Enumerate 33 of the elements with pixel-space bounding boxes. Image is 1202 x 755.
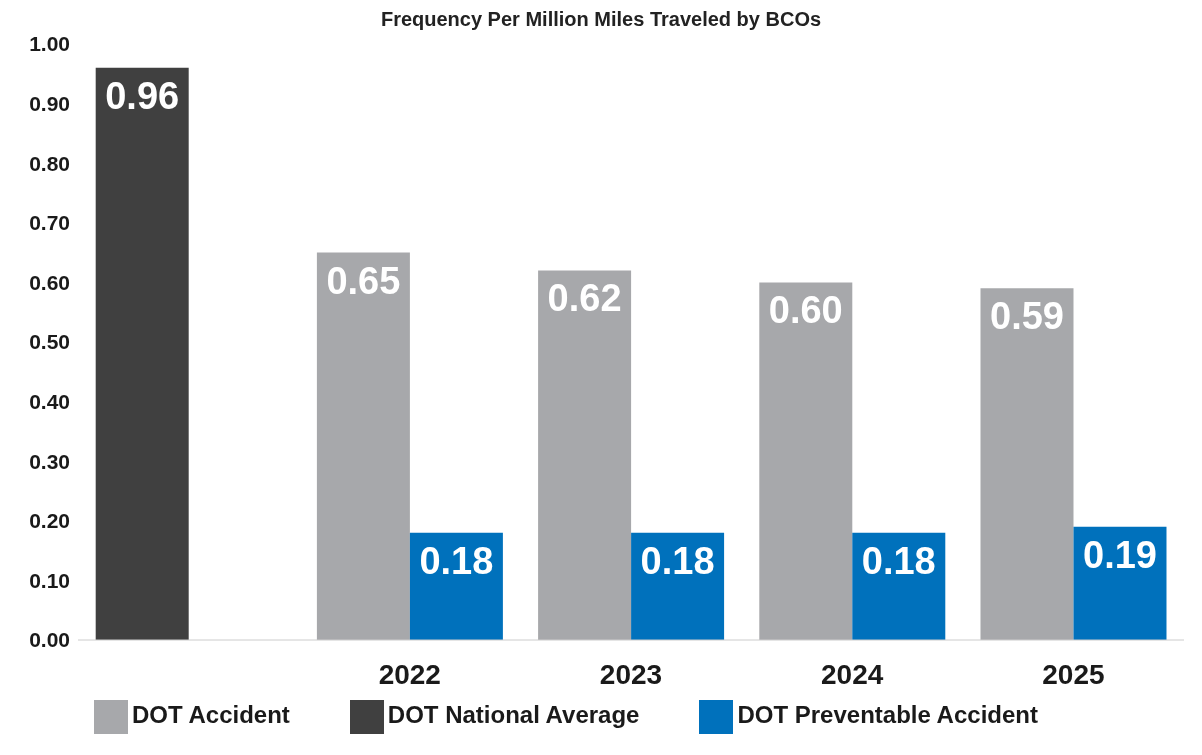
chart-title: Frequency Per Million Miles Traveled by BCOs [379, 8, 823, 32]
data-label: 0.62 [547, 277, 622, 320]
data-label: 0.59 [990, 295, 1064, 338]
y-tick-label: 0.00 [29, 628, 70, 652]
y-tick-label: 0.40 [29, 390, 70, 414]
bar [316, 252, 410, 640]
y-tick-label: 0.30 [29, 449, 70, 473]
x-tick-label: 2025 [1042, 658, 1105, 690]
bar [95, 67, 189, 640]
x-tick-label: 2024 [821, 658, 884, 690]
data-label: 0.96 [105, 74, 180, 117]
y-tick-label: 0.80 [29, 151, 70, 175]
y-tick-label: 0.10 [29, 568, 70, 592]
y-tick-label: 0.90 [29, 92, 70, 116]
y-tick-label: 0.50 [29, 330, 70, 354]
bar [980, 288, 1074, 640]
data-label: 0.19 [1083, 533, 1157, 576]
bar [538, 270, 632, 640]
x-tick-label: 2023 [599, 658, 663, 690]
y-tick-label: 0.20 [29, 509, 70, 533]
data-label: 0.18 [419, 539, 494, 582]
data-label: 0.60 [768, 289, 843, 332]
legend-label: DOT Accident [132, 701, 290, 729]
bar [759, 282, 853, 640]
data-label: 0.18 [861, 539, 936, 582]
y-tick-label: 0.70 [29, 211, 70, 235]
x-tick-label: 2022 [378, 658, 441, 690]
y-tick-label: 1.00 [29, 32, 70, 56]
legend-label: DOT Preventable Accident [737, 701, 1038, 729]
data-label: 0.18 [640, 539, 715, 582]
legend-label: DOT National Average [387, 701, 640, 729]
data-label: 0.65 [326, 259, 401, 302]
y-tick-label: 0.60 [29, 270, 70, 294]
